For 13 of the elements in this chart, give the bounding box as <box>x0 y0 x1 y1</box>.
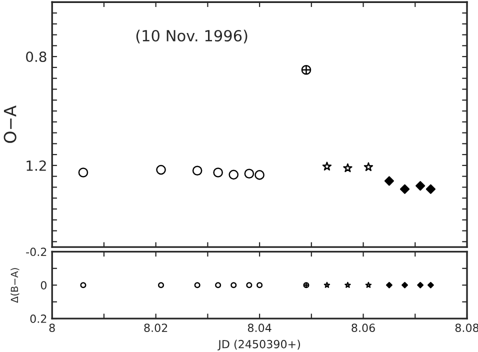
y-tick-label: 0.2 <box>30 314 46 323</box>
y-tick-label: 0 <box>40 281 47 290</box>
y-tick-label: 1.2 <box>26 160 46 171</box>
x-tick-label: 8.04 <box>248 324 272 332</box>
x-tick-label: 8.06 <box>352 324 375 332</box>
y-axis-title: O−A <box>4 106 16 143</box>
x-tick-label: 8.02 <box>144 324 168 332</box>
y-tick-label: 0.8 <box>26 52 46 62</box>
x-tick-label: 8 <box>49 324 55 332</box>
y-axis-title: Δ(B−A) <box>10 268 20 303</box>
y-tick-label: -0.2 <box>26 248 46 256</box>
annotation: (10 Nov. 1996) <box>136 30 248 44</box>
x-axis-title: JD (2450390+) <box>218 340 300 350</box>
